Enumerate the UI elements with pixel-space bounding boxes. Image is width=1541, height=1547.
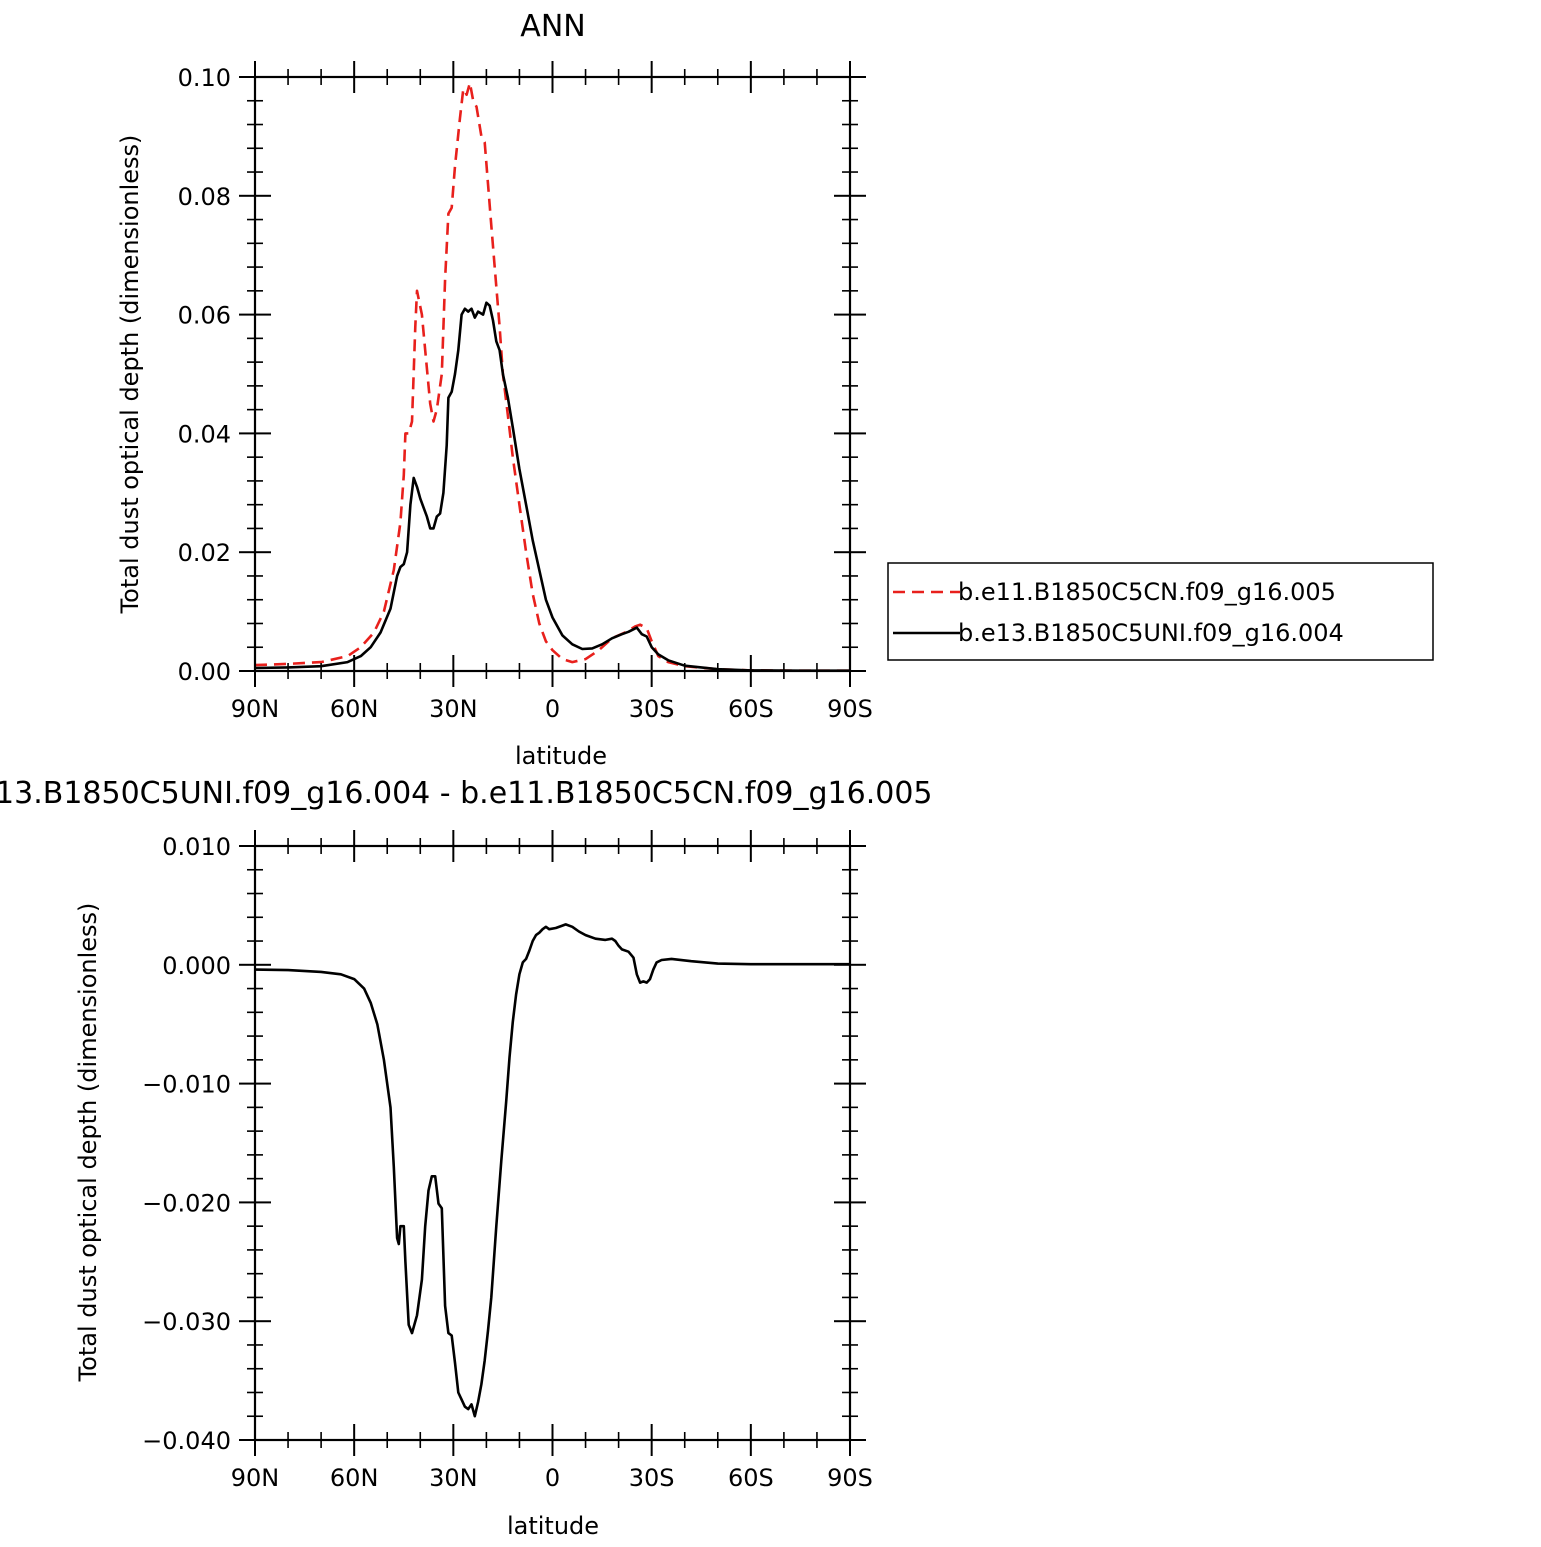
y-tick-label: −0.040 bbox=[142, 1427, 231, 1455]
y-tick-label: −0.010 bbox=[142, 1071, 231, 1099]
panel-difference: b.e13.B1850C5UNI.f09_g16.004 - b.e11.B18… bbox=[0, 776, 933, 1540]
x-tick-label: 90N bbox=[231, 1464, 280, 1492]
legend-label: b.e13.B1850C5UNI.f09_g16.004 bbox=[958, 619, 1344, 647]
y-tick-label: 0.10 bbox=[178, 64, 231, 92]
y-tick-label: −0.030 bbox=[142, 1308, 231, 1336]
x-tick-label: 60S bbox=[728, 1464, 774, 1492]
x-tick-label: 60S bbox=[728, 695, 774, 723]
x-tick-label: 30S bbox=[629, 695, 675, 723]
y-tick-label: 0.010 bbox=[162, 833, 231, 861]
legend-box bbox=[887, 562, 1434, 661]
y-tick-label: 0.000 bbox=[162, 952, 231, 980]
series-line-1 bbox=[254, 81, 850, 672]
x-tick-label: 0 bbox=[545, 695, 560, 723]
y-tick-label: −0.020 bbox=[142, 1189, 231, 1217]
axis-ticks: 90N 60N 30N 0 30S 60S 90S 0.00 0.02 0.04 0.06 0.08 0… bbox=[178, 61, 873, 723]
plot-title: ANN bbox=[520, 9, 585, 44]
series-line-1 bbox=[254, 923, 850, 1418]
x-tick-label: 0 bbox=[545, 1464, 560, 1492]
x-axis-title: latitude bbox=[515, 742, 607, 770]
plot-title: b.e13.B1850C5UNI.f09_g16.004 - b.e11.B18… bbox=[0, 776, 933, 811]
x-tick-label: 30S bbox=[629, 1464, 675, 1492]
axis-ticks: 90N 60N 30N 0 30S 60S 90S 0.010 0.000 −0.010 −0.02… bbox=[142, 830, 873, 1492]
y-tick-label: 0.04 bbox=[178, 420, 231, 448]
legend: b.e11.B1850C5CN.f09_g16.005 b.e13.B1850C… bbox=[887, 562, 1434, 661]
x-tick-label: 30N bbox=[429, 695, 478, 723]
x-tick-label: 90N bbox=[231, 695, 280, 723]
x-tick-label: 30N bbox=[429, 1464, 478, 1492]
series-line-2 bbox=[254, 301, 850, 672]
y-axis-title: Total dust optical depth (dimensionless) bbox=[74, 903, 102, 1383]
legend-label: b.e11.B1850C5CN.f09_g16.005 bbox=[958, 578, 1336, 606]
y-tick-label: 0.08 bbox=[178, 183, 231, 211]
panel-annual-mean: ANN 90N 60N 30N 0 30S 60S 90S 0.00 0.02 0.04 0.06 0… bbox=[116, 9, 1434, 770]
y-tick-label: 0.00 bbox=[178, 658, 231, 686]
series-group bbox=[254, 81, 850, 672]
series-group bbox=[254, 923, 850, 1418]
x-tick-label: 90S bbox=[827, 695, 873, 723]
plot-frame bbox=[253, 844, 852, 1442]
x-tick-label: 60N bbox=[330, 1464, 379, 1492]
y-tick-label: 0.06 bbox=[178, 302, 231, 330]
y-axis-title: Total dust optical depth (dimensionless) bbox=[116, 135, 144, 615]
x-tick-label: 90S bbox=[827, 1464, 873, 1492]
plot-frame bbox=[253, 75, 852, 673]
x-axis-title: latitude bbox=[507, 1512, 599, 1540]
x-tick-label: 60N bbox=[330, 695, 379, 723]
y-tick-label: 0.02 bbox=[178, 539, 231, 567]
